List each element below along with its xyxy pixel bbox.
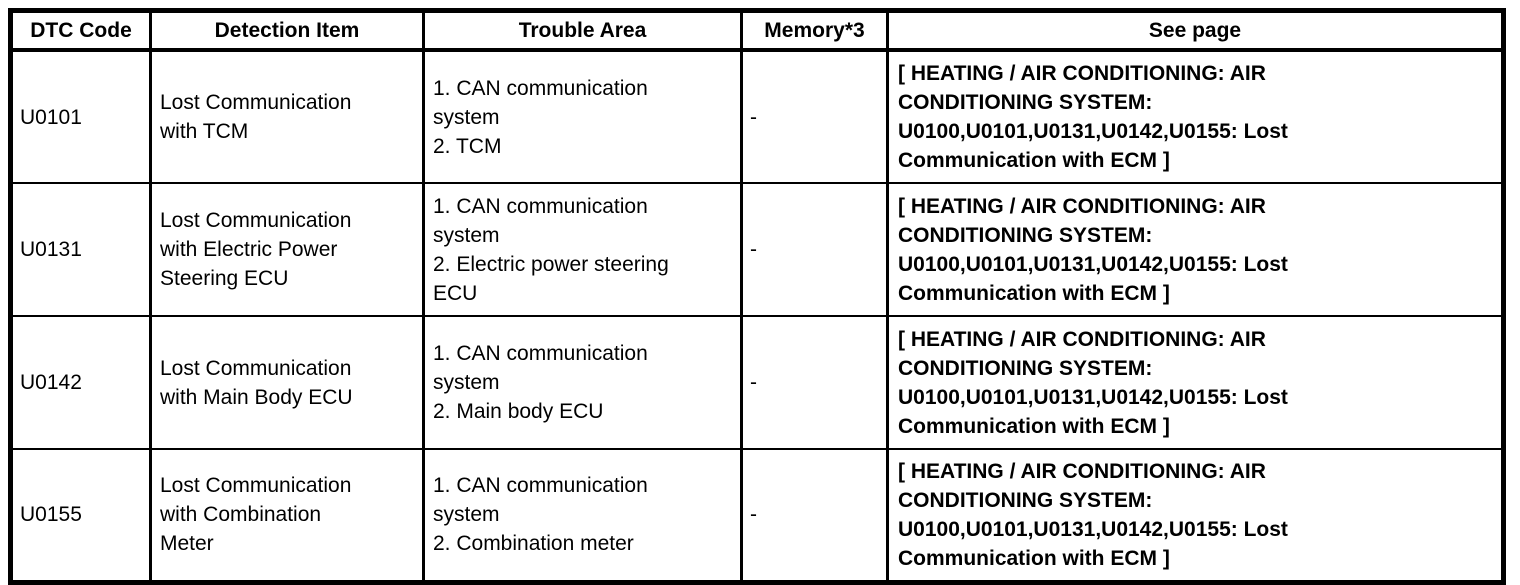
- dtc-code-cell: U0131: [9, 182, 152, 317]
- see-page-cell: [ HEATING / AIR CONDITIONING: AIR CONDIT…: [886, 49, 1505, 184]
- trouble-area-cell: 1. CAN communication system 2. Combinati…: [422, 448, 743, 583]
- table-row: U0142 Lost Communication with Main Body …: [9, 315, 1505, 450]
- table-row: U0131 Lost Communication with Electric P…: [9, 182, 1505, 317]
- column-header-trouble-area: Trouble Area: [422, 9, 743, 52]
- table-header-row: DTC Code Detection Item Trouble Area Mem…: [9, 9, 1505, 52]
- detection-item-cell: Lost Communication with Electric Power S…: [149, 182, 425, 317]
- detection-item-cell: Lost Communication with Main Body ECU: [149, 315, 425, 450]
- detection-item-cell: Lost Communication with TCM: [149, 49, 425, 184]
- column-header-memory: Memory*3: [740, 9, 889, 52]
- memory-cell: -: [740, 49, 889, 184]
- trouble-area-cell: 1. CAN communication system 2. Electric …: [422, 182, 743, 317]
- column-header-see-page: See page: [886, 9, 1505, 52]
- see-page-cell: [ HEATING / AIR CONDITIONING: AIR CONDIT…: [886, 182, 1505, 317]
- dtc-code-cell: U0142: [9, 315, 152, 450]
- detection-item-cell: Lost Communication with Combination Mete…: [149, 448, 425, 583]
- table-row: U0101 Lost Communication with TCM 1. CAN…: [9, 49, 1505, 184]
- column-header-detection-item: Detection Item: [149, 9, 425, 52]
- memory-cell: -: [740, 448, 889, 583]
- dtc-code-cell: U0101: [9, 49, 152, 184]
- trouble-area-cell: 1. CAN communication system 2. Main body…: [422, 315, 743, 450]
- memory-cell: -: [740, 315, 889, 450]
- table-row: U0155 Lost Communication with Combinatio…: [9, 448, 1505, 583]
- trouble-area-cell: 1. CAN communication system 2. TCM: [422, 49, 743, 184]
- dtc-code-table: DTC Code Detection Item Trouble Area Mem…: [8, 8, 1506, 585]
- dtc-code-cell: U0155: [9, 448, 152, 583]
- column-header-dtc-code: DTC Code: [9, 9, 152, 52]
- memory-cell: -: [740, 182, 889, 317]
- see-page-cell: [ HEATING / AIR CONDITIONING: AIR CONDIT…: [886, 315, 1505, 450]
- see-page-cell: [ HEATING / AIR CONDITIONING: AIR CONDIT…: [886, 448, 1505, 583]
